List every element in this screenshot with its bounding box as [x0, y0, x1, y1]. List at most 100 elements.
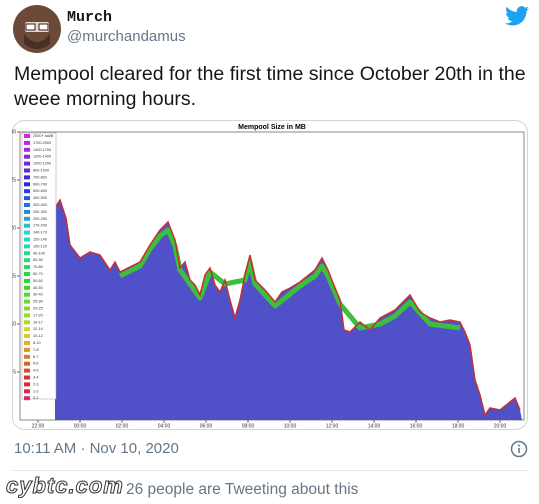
- watermark: cybtc.com: [6, 473, 124, 499]
- legend-label: 800-1000: [33, 169, 49, 173]
- legend-label: 5-6: [33, 362, 39, 366]
- legend-label: 1000-1200: [33, 162, 51, 166]
- legend-label: 30-40: [33, 293, 43, 297]
- chart-title: Mempool Size in MB: [238, 124, 306, 131]
- legend-label: 250-300: [33, 210, 47, 214]
- legend-swatch: [24, 389, 30, 394]
- legend-swatch: [24, 306, 30, 311]
- legend-label: 1200-1400: [33, 155, 51, 159]
- separator: [12, 470, 528, 471]
- legend-label: 1700-2000: [33, 141, 51, 145]
- y-tick-label: 30: [12, 129, 16, 135]
- legend-swatch: [24, 265, 30, 270]
- area-shape: [54, 198, 522, 420]
- legend-swatch: [24, 230, 30, 235]
- timestamp[interactable]: 10:11 AM · Nov 10, 2020: [14, 440, 179, 457]
- legend-swatch: [24, 368, 30, 373]
- x-tick-label: 22:00: [32, 423, 45, 429]
- legend-label: 17-20: [33, 313, 43, 317]
- info-icon[interactable]: [510, 440, 528, 458]
- legend-swatch: [24, 175, 30, 180]
- y-tick-label: 15: [12, 273, 16, 279]
- legend-label: 200-250: [33, 217, 47, 221]
- x-tick-label: 16:00: [410, 423, 423, 429]
- y-tick-label: 10: [12, 321, 16, 327]
- legend-swatch: [24, 341, 30, 345]
- legend-label: 60-70: [33, 272, 43, 276]
- legend-label: 100-120: [33, 244, 47, 248]
- legend-label: 12-14: [33, 327, 43, 331]
- legend-label: 90-100: [33, 251, 45, 255]
- chart-image[interactable]: Mempool Size in MB 5 10 15 20 25 30 22:00 00:00…: [12, 120, 528, 430]
- legend-swatch: [24, 292, 30, 297]
- legend-swatch: [24, 285, 30, 290]
- legend-label: 14-17: [33, 320, 43, 324]
- legend-label: 6-7: [33, 355, 39, 359]
- y-tick-label: 5: [13, 369, 16, 375]
- legend-label: 7-8: [33, 348, 39, 352]
- legend-swatch: [24, 134, 30, 138]
- legend-swatch: [24, 272, 30, 276]
- author-name[interactable]: Murch: [67, 9, 113, 26]
- legend-label: 170-200: [33, 224, 47, 228]
- x-tick-label: 00:00: [74, 423, 87, 429]
- tweet-text: Mempool cleared for the first time since…: [14, 63, 526, 110]
- legend-label: 2000+ sat/B: [33, 134, 54, 138]
- legend-label: 70-80: [33, 265, 43, 269]
- legend-swatch: [24, 189, 30, 194]
- legend-swatch: [24, 161, 30, 166]
- legend-swatch: [24, 182, 30, 187]
- legend-label: 80-90: [33, 258, 43, 262]
- legend-swatch: [24, 251, 30, 256]
- legend-label: 140-170: [33, 231, 47, 235]
- y-tick-label: 20: [12, 225, 16, 231]
- legend-swatch: [24, 209, 30, 214]
- legend-label: 20-25: [33, 307, 43, 311]
- legend-swatch: [24, 327, 30, 332]
- legend-label: 120-140: [33, 238, 47, 242]
- legend-label: 50-60: [33, 279, 43, 283]
- x-tick-label: 10:00: [284, 423, 297, 429]
- tweeting-about[interactable]: 26 people are Tweeting about this: [126, 481, 359, 498]
- legend-swatch: [24, 216, 30, 221]
- twitter-logo[interactable]: [505, 6, 529, 26]
- legend-swatch: [24, 140, 30, 145]
- legend-swatch: [24, 203, 30, 207]
- legend-label: 10-12: [33, 334, 43, 338]
- legend-swatch: [24, 354, 30, 359]
- legend-swatch: [24, 361, 30, 366]
- legend-swatch: [24, 320, 30, 325]
- legend-label: 500-600: [33, 189, 47, 193]
- avatar[interactable]: [12, 4, 62, 54]
- legend-label: 400-500: [33, 196, 47, 200]
- author-handle[interactable]: @murchandamus: [67, 28, 186, 45]
- legend-swatch: [24, 154, 30, 159]
- legend-label: 40-50: [33, 286, 43, 290]
- legend-swatch: [24, 375, 30, 380]
- legend-swatch: [24, 278, 30, 283]
- legend-swatch: [24, 347, 30, 352]
- x-tick-label: 20:00: [494, 423, 507, 429]
- legend-swatch: [24, 396, 30, 401]
- legend-label: 8-10: [33, 341, 41, 345]
- legend-label: 1-2: [33, 389, 39, 393]
- legend-label: 25-30: [33, 300, 43, 304]
- legend-swatch: [24, 196, 30, 201]
- legend-label: 300-400: [33, 203, 47, 207]
- y-tick-label: 25: [12, 177, 16, 183]
- legend-swatch: [24, 382, 30, 387]
- legend-swatch: [24, 237, 30, 242]
- legend-label: 0-1: [33, 396, 39, 400]
- legend-swatch: [24, 334, 30, 339]
- x-tick-label: 18:00: [452, 423, 465, 429]
- legend-label: 4-5: [33, 369, 39, 373]
- x-tick-label: 06:00: [200, 423, 213, 429]
- x-tick-label: 14:00: [368, 423, 381, 429]
- legend-label: 2-3: [33, 382, 39, 386]
- x-tick-label: 08:00: [242, 423, 255, 429]
- x-tick-label: 02:00: [116, 423, 129, 429]
- x-tick-label: 12:00: [326, 423, 339, 429]
- x-tick-label: 04:00: [158, 423, 171, 429]
- legend-swatch: [24, 299, 30, 304]
